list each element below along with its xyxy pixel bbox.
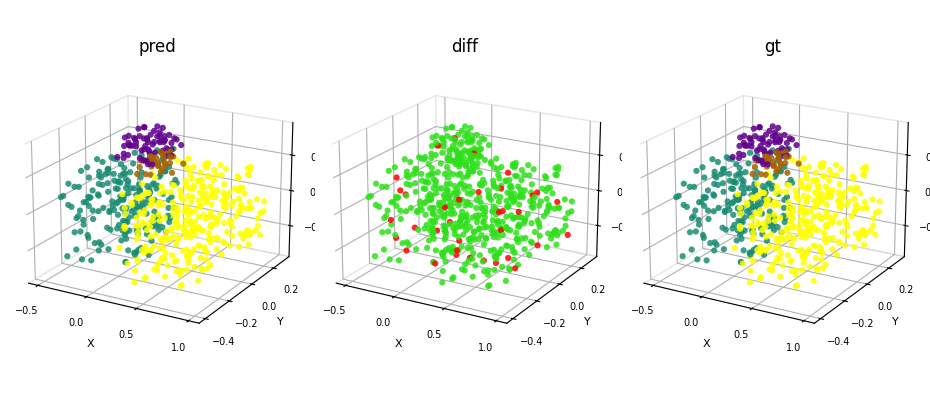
X-axis label: X: X xyxy=(87,339,95,349)
Y-axis label: Y: Y xyxy=(892,317,898,328)
Title: pred: pred xyxy=(139,38,176,56)
Title: diff: diff xyxy=(452,38,478,56)
Title: gt: gt xyxy=(764,38,781,56)
X-axis label: X: X xyxy=(702,339,710,349)
X-axis label: X: X xyxy=(394,339,403,349)
Y-axis label: Y: Y xyxy=(584,317,591,328)
Y-axis label: Y: Y xyxy=(276,317,284,328)
